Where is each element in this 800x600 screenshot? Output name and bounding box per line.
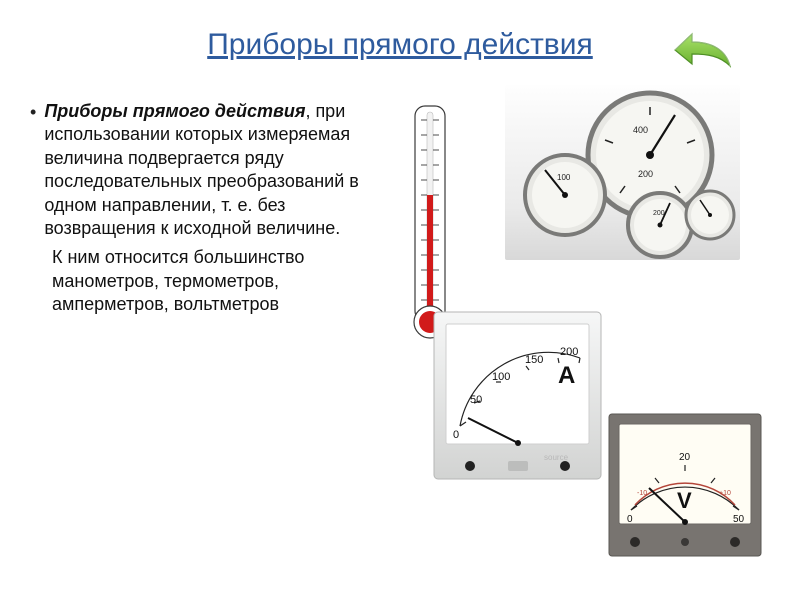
svg-text:20: 20 <box>679 452 691 463</box>
svg-text:200: 200 <box>560 346 578 358</box>
svg-text:-10: -10 <box>637 490 647 497</box>
svg-text:100: 100 <box>492 371 510 383</box>
ammeter-image: 0 50 100 150 200 A source <box>430 308 605 483</box>
svg-text:source: source <box>544 453 569 462</box>
svg-text:+10: +10 <box>719 490 731 497</box>
back-arrow-icon <box>660 20 740 80</box>
svg-text:0: 0 <box>627 514 633 525</box>
bullet: • <box>30 102 36 123</box>
content-text: • Приборы прямого действия, при использо… <box>30 100 400 317</box>
svg-text:50: 50 <box>470 394 482 406</box>
examples-text: К ним относится большинство манометров, … <box>52 246 400 316</box>
svg-text:A: A <box>558 362 575 389</box>
gauges-image: 100 200 400 200 <box>505 85 740 260</box>
svg-text:200: 200 <box>638 169 653 179</box>
svg-text:150: 150 <box>525 354 543 366</box>
svg-text:0: 0 <box>453 429 459 441</box>
svg-text:200: 200 <box>653 210 665 217</box>
voltmeter-image: 0 20 50 -10 +10 V <box>605 410 765 560</box>
definition-text: , при использовании которых измеряемая в… <box>44 101 359 238</box>
svg-text:50: 50 <box>733 514 745 525</box>
lead-term: Приборы прямого действия <box>44 101 305 121</box>
svg-text:V: V <box>677 488 692 513</box>
svg-text:100: 100 <box>557 173 571 182</box>
svg-text:400: 400 <box>633 125 648 135</box>
